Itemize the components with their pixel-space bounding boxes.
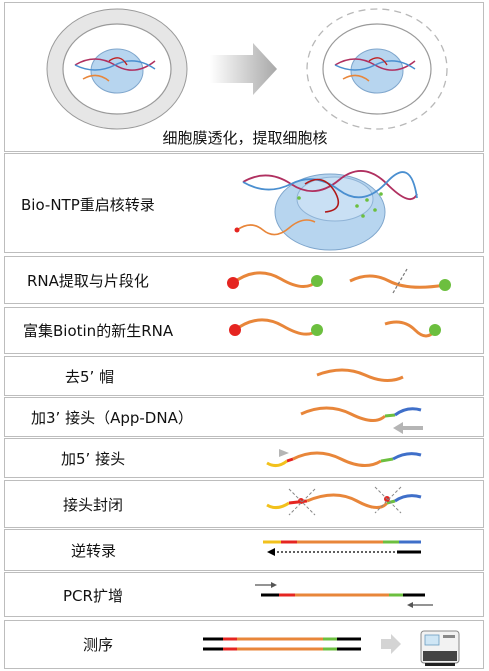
step-label: 细胞膜透化，提取细胞核 xyxy=(162,129,328,147)
step-label: PCR扩增 xyxy=(63,587,123,605)
step-decap: 去5’ 帽 xyxy=(4,356,484,396)
step-label: Bio-NTP重启核转录 xyxy=(21,196,155,214)
decap-diagram xyxy=(316,368,404,382)
step-sequencing: 测序 xyxy=(4,620,484,669)
step-pcr: PCR扩增 xyxy=(4,572,484,617)
step-reverse-transcription: 逆转录 xyxy=(4,529,484,571)
step-label: 测序 xyxy=(83,636,114,654)
step-label: 加5’ 接头 xyxy=(61,450,126,468)
step-label: 去5’ 帽 xyxy=(65,368,115,386)
step-3-adapter: 加3’ 接头（App-DNA） xyxy=(4,397,484,437)
adapter5-diagram xyxy=(266,449,422,468)
permeabilize-diagram xyxy=(46,8,448,130)
step-label: 加3’ 接头（App-DNA） xyxy=(31,409,193,427)
step-label: RNA提取与片段化 xyxy=(27,272,149,290)
pcr-diagram xyxy=(255,582,433,608)
step-run-on: Bio-NTP重启核转录 xyxy=(4,153,484,253)
permeabilized-cell-icon xyxy=(306,8,448,130)
arrow-right-icon xyxy=(210,43,277,95)
sequencer-icon xyxy=(420,630,460,666)
rt-diagram xyxy=(263,540,421,556)
intact-cell-icon xyxy=(46,8,188,130)
rna-fragment-diagram xyxy=(227,268,451,294)
step-label: 接头封闭 xyxy=(63,496,124,514)
block-diagram xyxy=(266,486,422,516)
polymerase-complex-icon xyxy=(234,170,418,251)
arrow-right-icon xyxy=(381,634,401,654)
step-enrich-biotin: 富集Biotin的新生RNA xyxy=(4,307,484,354)
step-label: 逆转录 xyxy=(71,542,117,560)
step-permeabilize: 细胞膜透化，提取细胞核 xyxy=(4,2,484,152)
step-block-adapter: 接头封闭 xyxy=(4,480,484,528)
step-rna-fragment: RNA提取与片段化 xyxy=(4,256,484,304)
adapter3-diagram xyxy=(300,406,423,434)
step-5-adapter: 加5’ 接头 xyxy=(4,438,484,478)
enrich-diagram xyxy=(229,318,441,338)
step-label: 富集Biotin的新生RNA xyxy=(23,322,174,340)
sequencing-diagram xyxy=(203,630,460,666)
